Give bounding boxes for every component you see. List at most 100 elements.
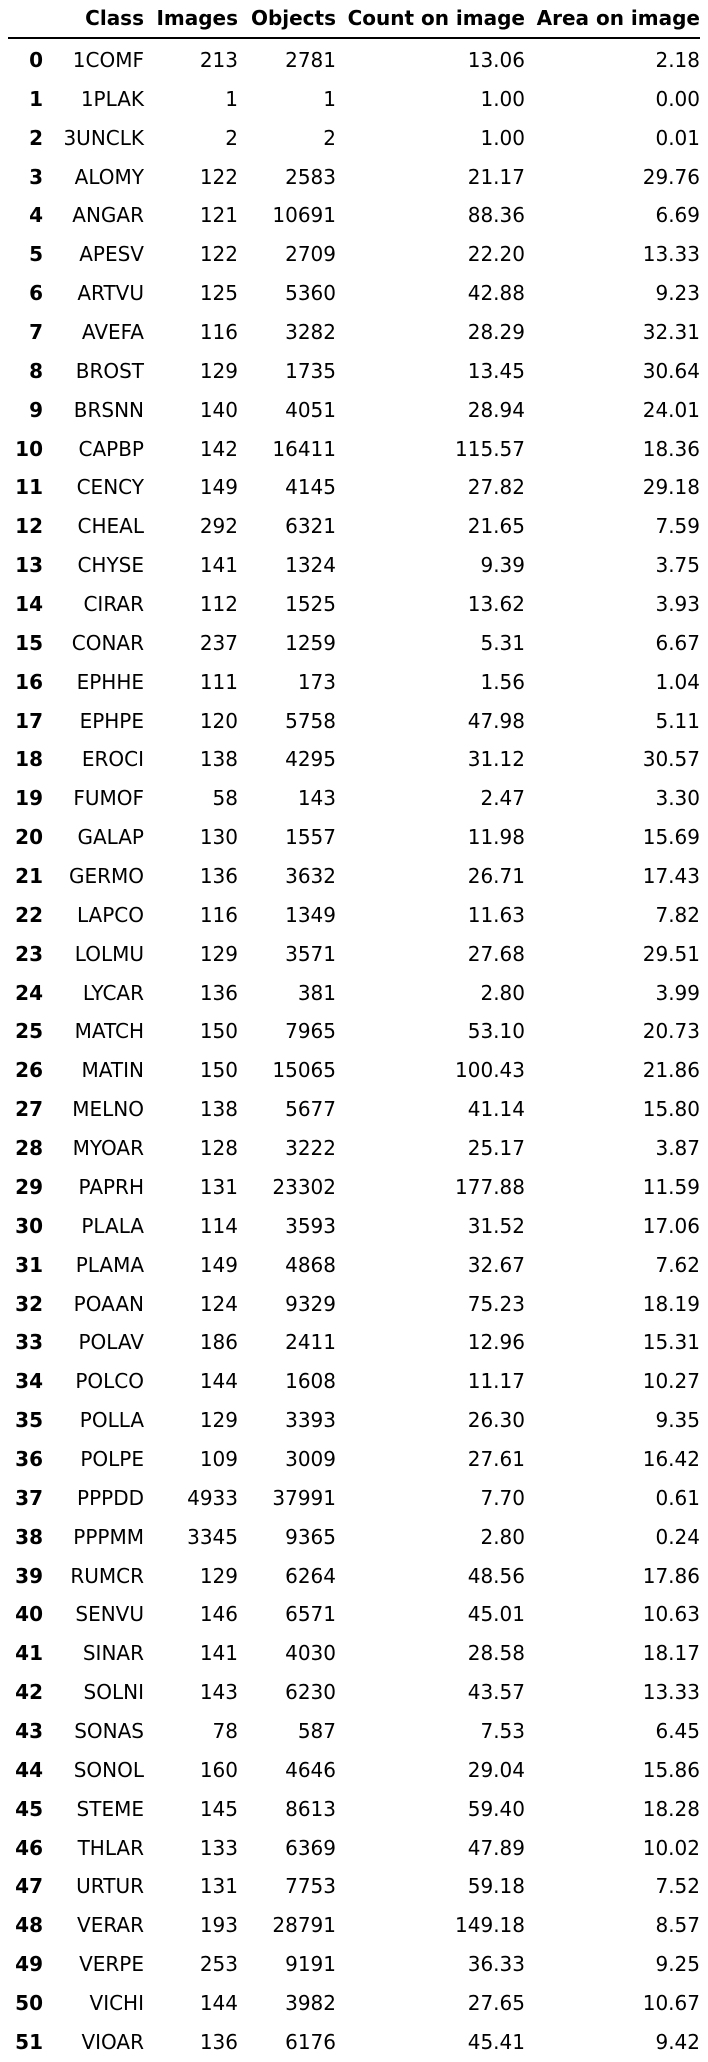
row-index: 18 [15,747,43,772]
cell-class: AVEFA [81,320,144,345]
cell-objects: 1324 [285,553,336,578]
cell-area-on-image: 10.67 [642,1990,700,2015]
table-row: 17 EPHPE 120 5758 47.98 5.11 [8,702,700,741]
row-index: 8 [29,358,43,383]
cell-objects: 3282 [285,320,336,345]
cell-count-on-image: 59.18 [467,1874,525,1899]
cell-count-on-image: 1.00 [480,125,525,150]
cell-count-on-image: 59.40 [467,1796,525,1821]
cell-objects: 587 [297,1718,336,1743]
cell-area-on-image: 18.36 [642,436,700,461]
cell-class: 3UNCLK [63,125,144,150]
cell-objects: 143 [297,786,336,811]
cell-objects: 9365 [285,1524,336,1549]
cell-class: CIRAR [83,592,144,617]
cell-images: 78 [212,1718,238,1743]
cell-class: VERPE [79,1952,144,1977]
cell-objects: 4145 [285,475,336,500]
cell-images: 141 [199,1641,238,1666]
cell-objects: 1735 [285,358,336,383]
cell-count-on-image: 9.39 [480,553,525,578]
cell-class: GERMO [68,864,144,889]
table-row: 44 SONOL 160 4646 29.04 15.86 [8,1751,700,1790]
cell-area-on-image: 15.80 [642,1097,700,1122]
row-index: 28 [15,1136,43,1161]
table-row: 36 POLPE 109 3009 27.61 16.42 [8,1440,700,1479]
cell-count-on-image: 28.94 [467,397,525,422]
cell-images: 145 [199,1796,238,1821]
table-body: 0 1COMF 213 2781 13.06 2.18 1 1PLAK 1 1 1.00 0.00 2 3… [8,38,700,2062]
row-index: 42 [15,1680,43,1705]
cell-images: 140 [199,397,238,422]
cell-class: ANGAR [72,203,144,228]
cell-images: 160 [199,1757,238,1782]
table-row: 8 BROST 129 1735 13.45 30.64 [8,352,700,391]
cell-class: APESV [79,242,144,267]
cell-count-on-image: 115.57 [455,436,525,461]
cell-class: MELNO [72,1097,144,1122]
row-index: 2 [29,125,43,150]
table-row: 31 PLAMA 149 4868 32.67 7.62 [8,1246,700,1285]
cell-class: LAPCO [76,902,144,927]
cell-objects: 3593 [285,1213,336,1238]
table-row: 11 CENCY 149 4145 27.82 29.18 [8,468,700,507]
table-row: 16 EPHHE 111 173 1.56 1.04 [8,663,700,702]
table-row: 5 APESV 122 2709 22.20 13.33 [8,235,700,274]
cell-images: 4933 [187,1485,238,1510]
cell-objects: 3982 [285,1990,336,2015]
cell-class: VIOAR [81,2029,144,2054]
cell-class: SONOL [73,1757,144,1782]
cell-area-on-image: 3.87 [655,1136,700,1161]
cell-class: SONAS [74,1718,144,1743]
row-index: 14 [15,592,43,617]
table-row: 37 PPPDD 4933 37991 7.70 0.61 [8,1479,700,1518]
table-row: 3 ALOMY 122 2583 21.17 29.76 [8,158,700,197]
cell-class: LOLMU [74,941,144,966]
cell-count-on-image: 31.12 [467,747,525,772]
cell-images: 292 [199,514,238,539]
row-index: 44 [15,1757,43,1782]
table-row: 26 MATIN 150 15065 100.43 21.86 [8,1051,700,1090]
cell-objects: 10691 [272,203,336,228]
cell-images: 129 [199,1408,238,1433]
cell-count-on-image: 11.98 [467,825,525,850]
cell-count-on-image: 13.62 [467,592,525,617]
cell-objects: 8613 [285,1796,336,1821]
cell-class: VERAR [77,1913,144,1938]
cell-count-on-image: 53.10 [467,1019,525,1044]
cell-objects: 37991 [272,1485,336,1510]
cell-count-on-image: 27.82 [467,475,525,500]
cell-class: LYCAR [82,980,144,1005]
cell-class: EPHHE [76,669,144,694]
cell-count-on-image: 100.43 [455,1058,525,1083]
table-row: 35 POLLA 129 3393 26.30 9.35 [8,1401,700,1440]
table-row: 2 3UNCLK 2 2 1.00 0.01 [8,119,700,158]
cell-class: BRSNN [73,397,144,422]
cell-images: 122 [199,164,238,189]
data-table: Class Images Objects Count on image Area… [8,0,700,2062]
table-row: 40 SENVU 146 6571 45.01 10.63 [8,1595,700,1634]
cell-count-on-image: 28.58 [467,1641,525,1666]
cell-images: 143 [199,1680,238,1705]
cell-images: 149 [199,1252,238,1277]
cell-area-on-image: 0.24 [655,1524,700,1549]
table-row: 13 CHYSE 141 1324 9.39 3.75 [8,546,700,585]
cell-images: 112 [199,592,238,617]
header-index [8,0,43,39]
cell-count-on-image: 43.57 [467,1680,525,1705]
cell-objects: 3222 [285,1136,336,1161]
cell-count-on-image: 47.98 [467,708,525,733]
table-row: 41 SINAR 141 4030 28.58 18.17 [8,1634,700,1673]
cell-images: 138 [199,1097,238,1122]
cell-count-on-image: 12.96 [467,1330,525,1355]
cell-objects: 3571 [285,941,336,966]
cell-class: CENCY [76,475,144,500]
cell-area-on-image: 15.86 [642,1757,700,1782]
cell-count-on-image: 27.61 [467,1446,525,1471]
row-index: 34 [15,1369,43,1394]
cell-class: CONAR [71,630,144,655]
cell-area-on-image: 24.01 [642,397,700,422]
table-row: 46 THLAR 133 6369 47.89 10.02 [8,1829,700,1868]
cell-objects: 9329 [285,1291,336,1316]
cell-objects: 7753 [285,1874,336,1899]
